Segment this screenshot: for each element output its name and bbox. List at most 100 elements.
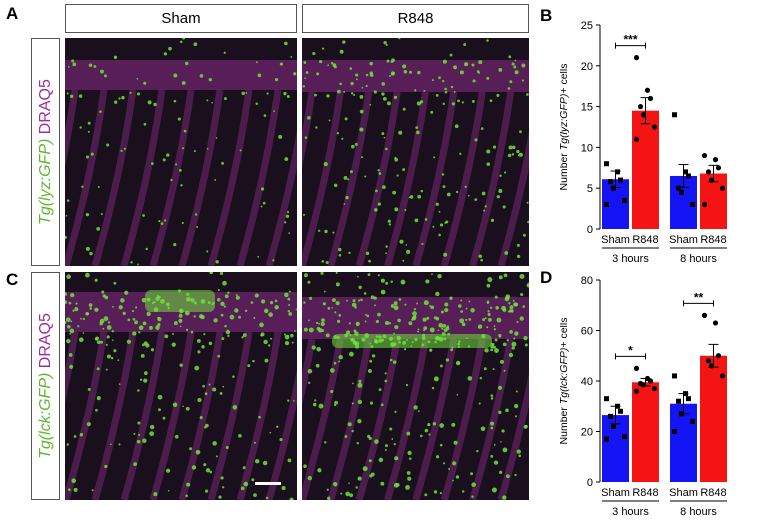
gfp-cell xyxy=(212,441,217,446)
gfp-cell xyxy=(335,272,338,274)
row-transgene-lyz: Tg(lyz:GFP) xyxy=(36,138,54,225)
gfp-cell xyxy=(85,246,90,251)
gfp-cell xyxy=(178,168,182,172)
data-point xyxy=(672,373,677,379)
gfp-cell xyxy=(486,39,489,42)
gfp-cell xyxy=(257,73,262,78)
gfp-cell xyxy=(358,299,361,302)
gfp-cell xyxy=(145,247,148,251)
gfp-cell xyxy=(468,300,471,303)
gfp-cell xyxy=(483,209,486,212)
panel-letter-d: D xyxy=(540,268,553,287)
gfp-cell xyxy=(220,476,224,480)
gfp-cell xyxy=(254,293,259,298)
gfp-cell xyxy=(453,65,458,70)
gfp-cell xyxy=(416,130,420,135)
gfp-cell xyxy=(471,482,476,487)
data-point xyxy=(683,391,688,397)
gfp-cell xyxy=(320,272,324,275)
gfp-cell xyxy=(284,292,289,298)
gfp-cell xyxy=(327,306,331,310)
gfp-cell xyxy=(354,142,358,146)
gfp-cell xyxy=(476,70,480,73)
gfp-cell xyxy=(182,147,185,150)
gfp-cell xyxy=(232,375,235,378)
gfp-cell xyxy=(344,117,348,121)
gfp-cell xyxy=(135,306,138,309)
gfp-cell xyxy=(253,316,256,320)
gfp-signal xyxy=(302,38,529,265)
gfp-cell xyxy=(383,136,386,139)
gfp-cell xyxy=(429,348,433,352)
gfp-cell xyxy=(264,358,269,363)
gfp-cell xyxy=(95,408,98,412)
gfp-cell xyxy=(416,302,419,305)
gfp-cell xyxy=(65,235,67,239)
gfp-cell xyxy=(303,301,306,304)
gfp-cell xyxy=(165,468,171,473)
data-point xyxy=(633,136,640,142)
gfp-cell xyxy=(113,349,117,353)
gfp-cell xyxy=(377,312,381,317)
gfp-cell xyxy=(338,314,342,317)
gfp-cell xyxy=(131,310,134,313)
gfp-cell xyxy=(219,392,223,395)
gfp-cell xyxy=(242,333,247,338)
gfp-cell xyxy=(380,278,385,283)
gfp-cell xyxy=(120,149,123,152)
gfp-cell xyxy=(268,312,273,317)
gfp-cell xyxy=(484,205,487,208)
gfp-cell xyxy=(386,59,390,63)
gfp-cell xyxy=(439,492,442,495)
gfp-cell xyxy=(351,302,357,308)
gfp-cell xyxy=(185,328,189,332)
gfp-cell xyxy=(427,422,431,427)
gfp-cell xyxy=(398,38,401,40)
data-point xyxy=(633,55,640,61)
gfp-cell xyxy=(384,444,388,448)
gfp-cell xyxy=(99,321,103,326)
gfp-cell xyxy=(367,369,372,373)
gfp-cell xyxy=(73,435,77,438)
gfp-cell xyxy=(266,92,269,95)
gfp-cell xyxy=(197,397,202,403)
data-point xyxy=(679,411,684,417)
gfp-cell xyxy=(490,426,494,430)
gill-filament xyxy=(65,89,79,168)
gfp-cell xyxy=(443,252,448,257)
gfp-cell xyxy=(360,298,363,302)
gfp-cell xyxy=(363,292,367,295)
gfp-cell xyxy=(510,309,514,313)
gfp-cell xyxy=(331,307,333,309)
gfp-cell xyxy=(478,60,483,65)
gfp-cell xyxy=(400,279,406,285)
gfp-cell xyxy=(127,318,131,322)
gfp-cell xyxy=(217,354,221,358)
gfp-cell xyxy=(316,72,320,76)
gfp-cell xyxy=(508,352,514,358)
gfp-cell xyxy=(262,460,268,466)
draq5-band xyxy=(302,60,529,92)
data-point xyxy=(608,179,613,185)
gfp-cell xyxy=(343,203,346,205)
gfp-cell xyxy=(356,441,359,445)
gfp-cell xyxy=(442,102,446,106)
gfp-cell xyxy=(284,41,288,46)
gfp-cell xyxy=(498,68,503,72)
gfp-cell xyxy=(419,100,424,104)
gfp-cell xyxy=(521,79,525,82)
gfp-cell xyxy=(486,326,489,329)
gfp-cell xyxy=(424,428,429,433)
gfp-cell xyxy=(217,288,220,291)
gfp-cell xyxy=(179,363,183,367)
gfp-cell xyxy=(151,162,154,165)
row-transgene-lck: Tg(lck:GFP) xyxy=(36,372,54,459)
gfp-cell xyxy=(314,93,317,97)
gfp-cell xyxy=(171,342,176,347)
data-point xyxy=(690,418,695,424)
gfp-cell xyxy=(511,153,515,156)
gfp-cell xyxy=(517,154,520,157)
gfp-cell xyxy=(223,305,227,308)
data-point xyxy=(712,157,719,163)
